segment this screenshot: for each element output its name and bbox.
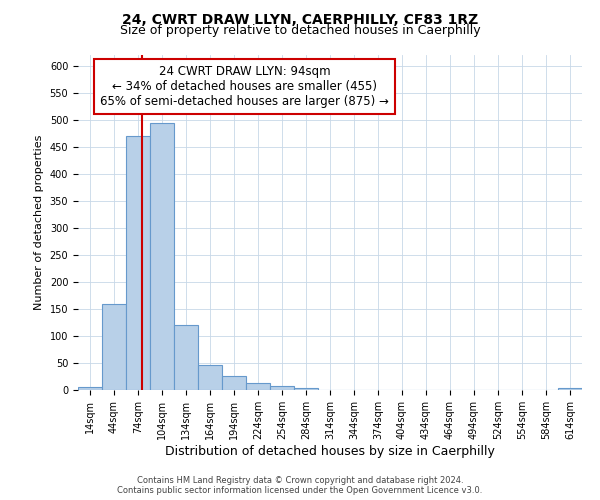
Bar	[174, 325, 198, 390]
Bar	[78, 388, 102, 390]
Bar	[246, 383, 270, 390]
Y-axis label: Number of detached properties: Number of detached properties	[34, 135, 44, 310]
Text: Size of property relative to detached houses in Caerphilly: Size of property relative to detached ho…	[119, 24, 481, 37]
X-axis label: Distribution of detached houses by size in Caerphilly: Distribution of detached houses by size …	[165, 444, 495, 458]
Bar	[102, 304, 126, 390]
Bar	[198, 364, 222, 390]
Bar	[150, 122, 174, 390]
Bar	[558, 388, 582, 390]
Bar	[222, 376, 246, 390]
Bar	[126, 136, 150, 390]
Bar	[270, 386, 294, 390]
Bar	[294, 388, 318, 390]
Text: 24, CWRT DRAW LLYN, CAERPHILLY, CF83 1RZ: 24, CWRT DRAW LLYN, CAERPHILLY, CF83 1RZ	[122, 12, 478, 26]
Text: Contains HM Land Registry data © Crown copyright and database right 2024.
Contai: Contains HM Land Registry data © Crown c…	[118, 476, 482, 495]
Text: 24 CWRT DRAW LLYN: 94sqm
← 34% of detached houses are smaller (455)
65% of semi-: 24 CWRT DRAW LLYN: 94sqm ← 34% of detach…	[100, 65, 389, 108]
